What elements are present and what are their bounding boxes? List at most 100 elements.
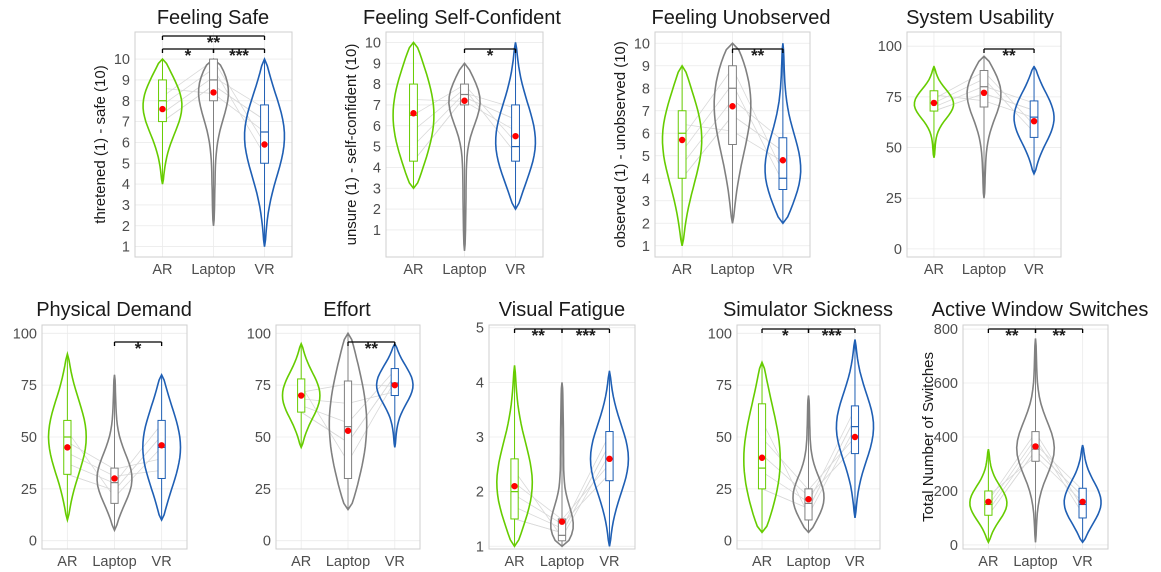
iqr-box bbox=[778, 137, 788, 190]
chart-panel-feeling-safe: 1 2 3 4 5 6 7 8 9 10 AR Laptop VR Feeling Safe threten… bbox=[92, 7, 293, 278]
panel-border bbox=[275, 324, 421, 550]
y-tick-label: 600 bbox=[934, 376, 958, 392]
violin-ar bbox=[392, 41, 435, 190]
y-tick-label: 2 bbox=[642, 216, 650, 232]
violin-ar bbox=[281, 341, 321, 450]
violin-outline bbox=[969, 448, 1008, 545]
y-tick-label: 6 bbox=[373, 119, 381, 135]
y-tick-label: 25 bbox=[21, 482, 37, 498]
x-tick-label: VR bbox=[505, 262, 525, 278]
x-tick-label: Laptop bbox=[442, 262, 486, 278]
y-tick-label: 2 bbox=[373, 202, 381, 218]
y-axis-label: thretened (1) - safe (10) bbox=[92, 65, 109, 223]
significance-bracket: ** bbox=[513, 326, 563, 345]
y-tick-label: 5 bbox=[373, 140, 381, 156]
x-tick-label: AR bbox=[403, 262, 423, 278]
mean-point bbox=[851, 433, 859, 441]
y-tick-label: 75 bbox=[255, 378, 271, 394]
significance-label: ** bbox=[1005, 326, 1019, 345]
violin-ar bbox=[969, 448, 1008, 545]
panel-border bbox=[654, 31, 811, 258]
chart-panel-feeling-self-confident: 1 2 3 4 5 6 7 8 9 10 AR Laptop VR Feeling Self-Confid… bbox=[343, 7, 561, 278]
significance-label: * bbox=[135, 339, 142, 358]
y-tick-label: 3 bbox=[476, 430, 484, 446]
violin-vr bbox=[835, 339, 875, 519]
y-tick-label: 1 bbox=[476, 539, 484, 555]
chart-panel-physical-demand: 0 25 50 75 100 AR Laptop VR Physical Demand * bbox=[13, 299, 192, 570]
chart-panel-active-window-switches: 0 200 400 600 800 AR Laptop VR Active Window Swi… bbox=[920, 299, 1148, 570]
violin-ar bbox=[742, 360, 782, 534]
y-tick-label: 75 bbox=[716, 378, 732, 394]
chart-title: Feeling Self-Confident bbox=[363, 7, 561, 29]
chart-panel-feeling-unobserved: 1 2 3 4 5 6 7 8 9 10 AR Laptop VR Feeling Unobserved o… bbox=[612, 7, 831, 278]
mean-point bbox=[512, 132, 519, 140]
mean-point bbox=[64, 444, 71, 451]
chart-title: Physical Demand bbox=[36, 299, 192, 321]
x-tick-label: VR bbox=[254, 262, 274, 278]
significance-bracket: *** bbox=[561, 326, 611, 345]
y-tick-label: 1 bbox=[373, 223, 381, 239]
y-tick-label: 1 bbox=[122, 240, 130, 256]
y-tick-label: 2 bbox=[122, 219, 130, 235]
significance-bracket: * bbox=[161, 46, 215, 65]
x-tick-label: AR bbox=[152, 262, 172, 278]
significance-bracket: * bbox=[463, 46, 517, 65]
y-tick-label: 8 bbox=[122, 94, 130, 110]
y-tick-label: 200 bbox=[934, 484, 958, 500]
chart-panel-effort: 0 25 50 75 100 AR Laptop VR Effort ** bbox=[247, 299, 421, 570]
y-tick-label: 3 bbox=[642, 194, 650, 210]
x-tick-label: AR bbox=[924, 262, 944, 278]
x-tick-label: Laptop bbox=[92, 554, 136, 570]
violin-ar bbox=[495, 365, 534, 548]
violin-laptop bbox=[328, 331, 368, 512]
significance-bracket: * bbox=[113, 339, 163, 358]
significance-bracket: ** bbox=[731, 46, 784, 65]
significance-bracket: *** bbox=[807, 326, 856, 345]
significance-bracket: ** bbox=[983, 46, 1035, 65]
y-tick-label: 10 bbox=[634, 36, 650, 52]
y-tick-label: 9 bbox=[373, 56, 381, 72]
violin-outline bbox=[742, 360, 782, 534]
significance-label: *** bbox=[229, 46, 249, 65]
chart-title: Effort bbox=[323, 299, 371, 321]
violin-outline bbox=[792, 395, 825, 534]
significance-label: ** bbox=[532, 326, 546, 345]
violin-outline bbox=[392, 41, 435, 190]
mean-point bbox=[261, 141, 268, 148]
y-axis-label: observed (1) - unobserved (10) bbox=[612, 41, 629, 248]
y-tick-label: 9 bbox=[122, 73, 130, 89]
mean-point bbox=[298, 392, 305, 399]
mean-point bbox=[111, 475, 118, 482]
y-tick-label: 50 bbox=[716, 430, 732, 446]
iqr-box bbox=[804, 488, 813, 521]
x-tick-label: AR bbox=[57, 554, 77, 570]
violin-laptop bbox=[96, 374, 133, 533]
chart-title: Simulator Sickness bbox=[723, 299, 893, 321]
iqr-box bbox=[409, 83, 418, 162]
significance-bracket: ** bbox=[347, 339, 396, 358]
violin-laptop bbox=[197, 58, 230, 226]
mean-point bbox=[461, 97, 468, 104]
significance-label: ** bbox=[365, 339, 379, 358]
mean-point bbox=[678, 136, 686, 144]
significance-bracket: ** bbox=[987, 326, 1037, 345]
chart-title: System Usability bbox=[906, 7, 1054, 29]
y-tick-label: 6 bbox=[122, 135, 130, 151]
iqr-box bbox=[677, 110, 687, 179]
mean-point bbox=[758, 454, 766, 461]
significance-bracket: *** bbox=[212, 46, 266, 65]
iqr-box bbox=[850, 405, 860, 455]
y-tick-label: 0 bbox=[950, 538, 958, 554]
violin-outline bbox=[835, 339, 875, 519]
significance-bracket: * bbox=[761, 326, 810, 345]
y-tick-label: 400 bbox=[934, 430, 958, 446]
x-tick-label: VR bbox=[1073, 554, 1093, 570]
y-tick-label: 1 bbox=[642, 239, 650, 255]
mean-point bbox=[985, 498, 992, 505]
y-tick-label: 75 bbox=[886, 90, 902, 106]
y-tick-label: 7 bbox=[122, 115, 130, 131]
x-tick-label: AR bbox=[978, 554, 998, 570]
violin-laptop bbox=[792, 395, 825, 534]
